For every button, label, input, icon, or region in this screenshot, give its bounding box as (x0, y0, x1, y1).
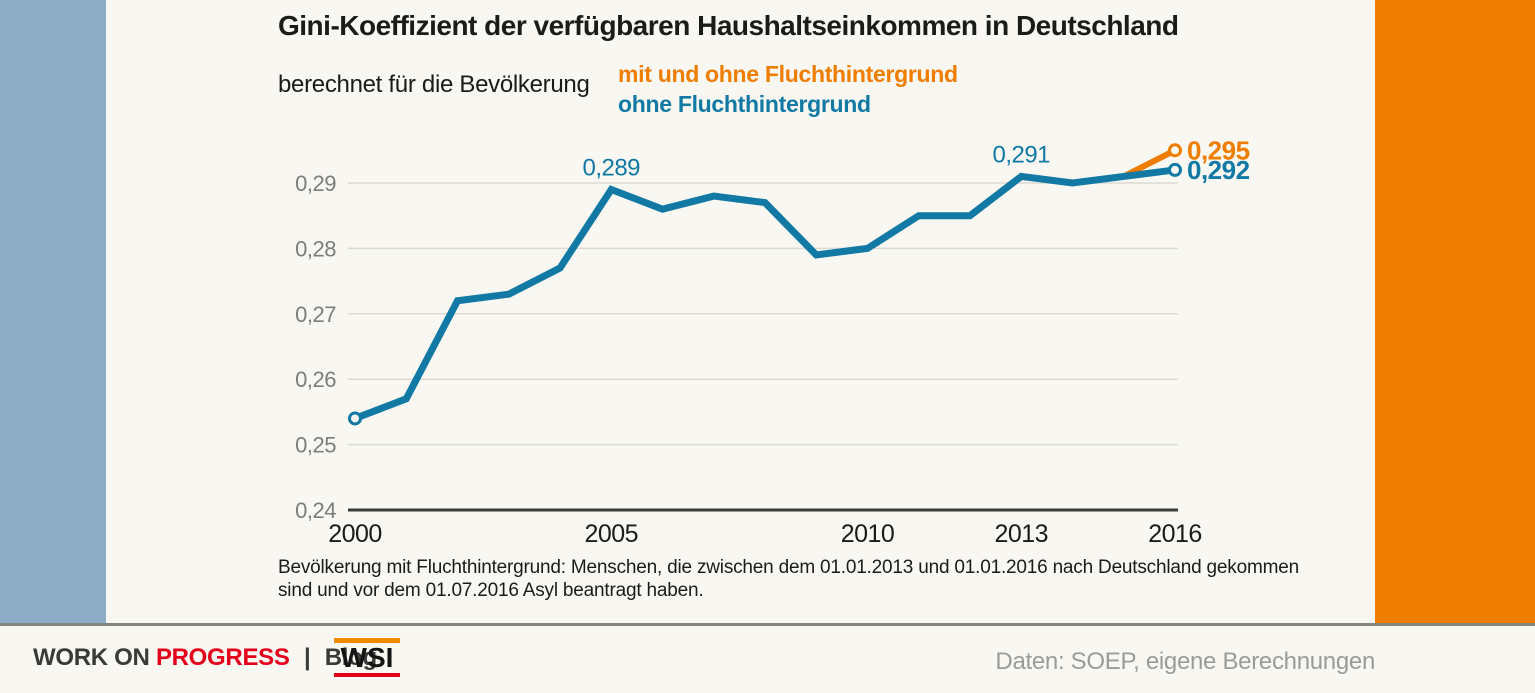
value-label: 0,295 (1187, 135, 1250, 165)
footer: WORK ON PROGRESS | Blog WSI Daten: SOEP,… (0, 626, 1535, 693)
footer-divider-line (0, 623, 1535, 626)
footnote-line: sind und vor dem 01.07.2016 Asyl beantra… (278, 580, 704, 601)
y-tick-label: 0,25 (295, 433, 336, 458)
series-line-ohne-fluchthintergrund (351, 166, 1179, 422)
left-accent-bar (0, 0, 106, 623)
chart-legend: mit und ohne Fluchthintergrund ohne Fluc… (618, 59, 958, 119)
x-tick-label: 2000 (328, 520, 382, 548)
right-accent-bar (1375, 0, 1535, 623)
y-tick-label: 0,27 (295, 302, 336, 327)
value-label: 0,289 (582, 155, 640, 182)
legend-item-ohne-fluchthintergrund: ohne Fluchthintergrund (618, 91, 871, 117)
brand-divider: | (303, 644, 311, 671)
y-tick-label: 0,28 (295, 236, 336, 261)
chart-footnote: Bevölkerung mit Fluchthintergrund: Mensc… (278, 556, 1299, 602)
x-tick-label: 2013 (994, 520, 1048, 548)
data-point-marker (348, 411, 362, 426)
x-tick-label: 2010 (841, 520, 895, 548)
legend-item-mit-und-ohne-fluchthintergrund: mit und ohne Fluchthintergrund (618, 61, 958, 87)
x-tick-label: 2016 (1148, 520, 1202, 548)
blog-brand: WORK ON PROGRESS | Blog (33, 644, 377, 672)
x-tick-label: 2005 (584, 520, 638, 548)
wsi-logo[interactable]: WSI (334, 638, 400, 677)
value-label: 0,292 (1187, 155, 1250, 185)
wsi-logo-bottom-bar (334, 673, 400, 677)
wsi-logo-top-bar (334, 638, 400, 643)
brand-work-on: WORK ON (33, 644, 150, 671)
y-tick-label: 0,24 (295, 498, 336, 523)
page-title: Gini-Koeffizient der verfügbaren Haushal… (278, 10, 1179, 41)
data-point-marker (1168, 162, 1182, 177)
y-tick-label: 0,29 (295, 171, 336, 196)
footnote-line: Bevölkerung mit Fluchthintergrund: Mensc… (278, 557, 1299, 578)
blog-link[interactable]: Blog (324, 644, 377, 671)
chart-subtitle: berechnet für die Bevölkerung (278, 71, 590, 98)
brand-progress: PROGRESS (155, 644, 290, 671)
y-tick-label: 0,26 (295, 367, 336, 392)
data-source-credit: Daten: SOEP, eigene Berechnungen (995, 648, 1375, 675)
value-label: 0,291 (992, 141, 1050, 168)
data-point-marker (1168, 143, 1182, 158)
wsi-logo-text: WSI (340, 642, 394, 673)
